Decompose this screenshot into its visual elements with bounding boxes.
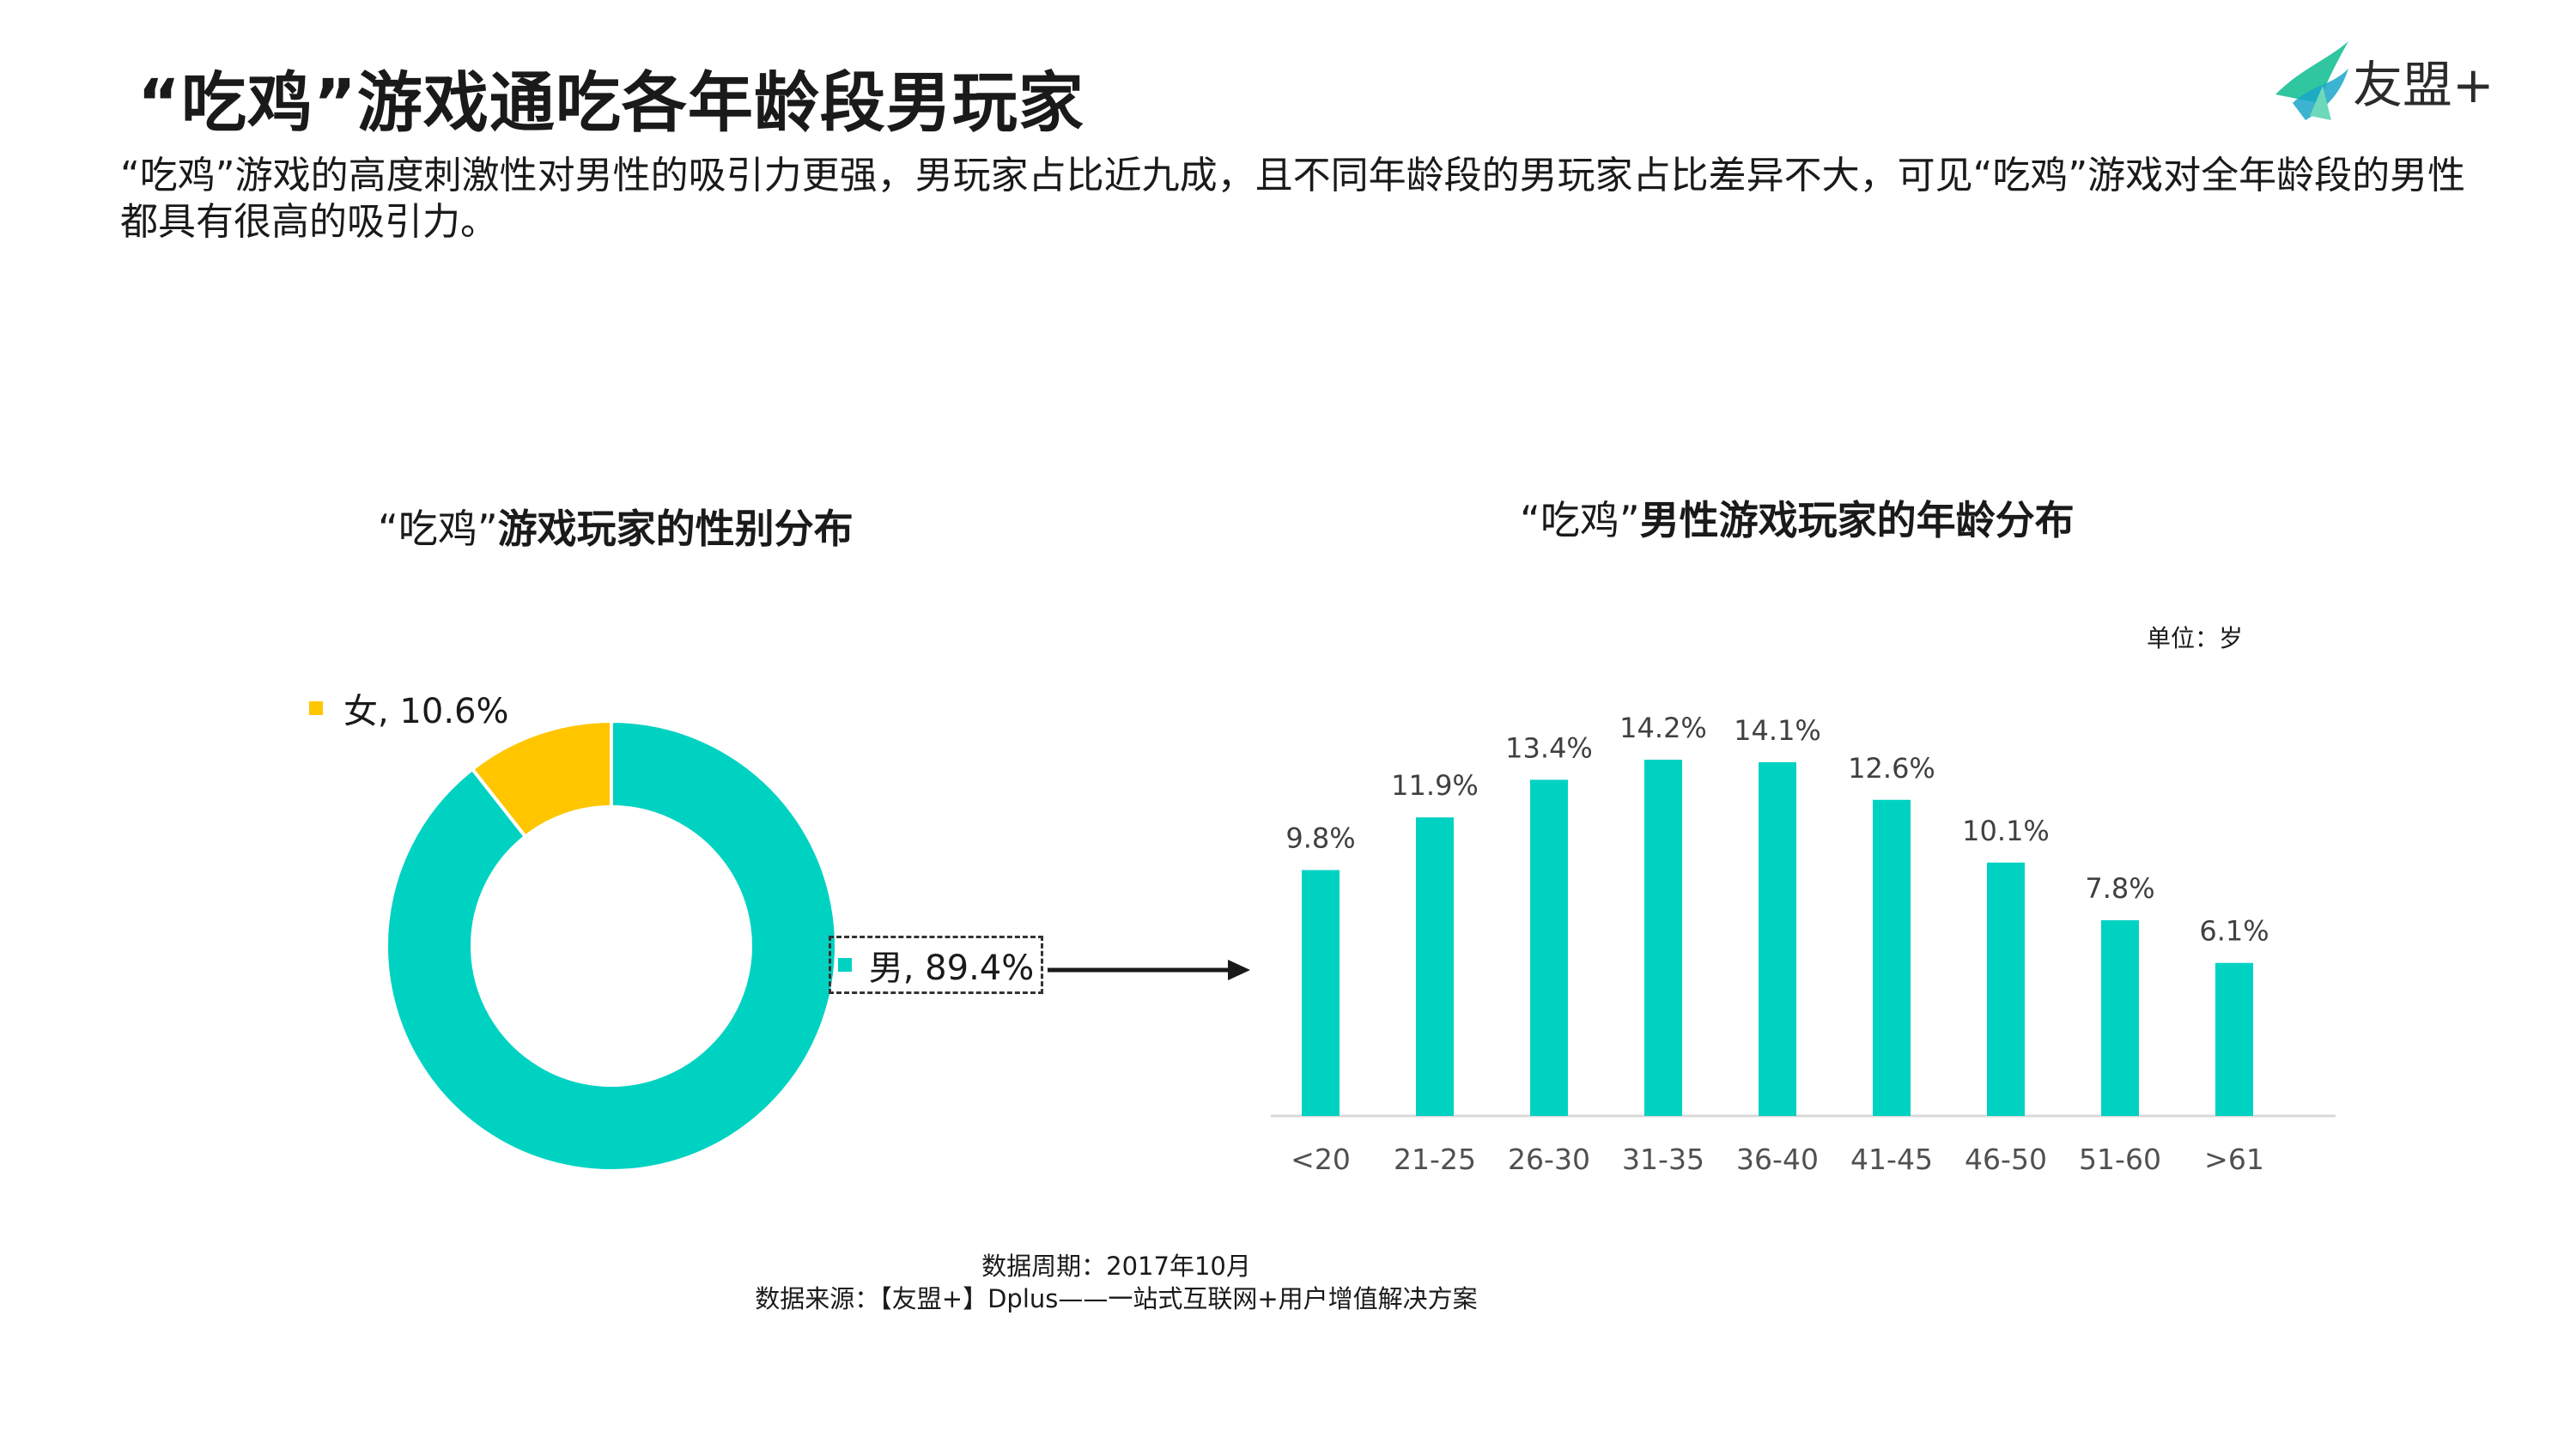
bar-31-35 <box>1644 760 1682 1116</box>
bar-chart-title: “吃鸡”男性游戏玩家的年龄分布 <box>1520 489 2075 546</box>
data-source: 数据来源：【友盟+】Dplus——一站式互联网+用户增值解决方案 <box>755 1284 1478 1313</box>
donut-title-main: 游戏玩家的性别分布 <box>497 506 854 552</box>
footer: 数据周期：2017年10月 数据来源：【友盟+】Dplus——一站式互联网+用户… <box>0 1250 2233 1315</box>
x-tick-label: <20 <box>1291 1143 1351 1176</box>
arrow-right-icon <box>1048 960 1250 980</box>
data-label: 11.9% <box>1391 769 1479 802</box>
page-title: “吃鸡”游戏通吃各年龄段男玩家 <box>137 64 1084 141</box>
bar-title-prefix: “吃鸡” <box>1520 497 1640 543</box>
donut-chart-title: “吃鸡”游戏玩家的性别分布 <box>378 498 854 555</box>
bar-51-60 <box>2101 920 2139 1116</box>
donut-title-prefix: “吃鸡” <box>378 506 498 552</box>
data-label: 14.1% <box>1734 714 1821 747</box>
bar-<20 <box>1302 870 1340 1116</box>
umeng-logo-icon <box>2275 41 2348 120</box>
data-label: 7.8% <box>2085 872 2154 905</box>
donut-slice-male <box>385 718 838 1173</box>
bar->61 <box>2215 962 2253 1116</box>
x-tick-label: >61 <box>2204 1143 2264 1176</box>
bar-21-25 <box>1416 817 1454 1116</box>
x-tick-label: 46-50 <box>1965 1143 2047 1176</box>
x-tick-label: 41-45 <box>1850 1143 1933 1176</box>
x-tick-label: 31-35 <box>1622 1143 1704 1176</box>
bar-26-30 <box>1530 779 1568 1116</box>
logo-text: 友盟+ <box>2353 56 2494 114</box>
x-tick-label: 36-40 <box>1736 1143 1819 1176</box>
bar-chart: 9.8% <20 11.9% 21-25 13.4% 26-30 14.2% 31-35 14.… <box>1271 712 2336 1176</box>
data-label: 13.4% <box>1505 731 1593 764</box>
bar-title-main: 男性游戏玩家的年龄分布 <box>1639 497 2075 543</box>
data-label: 12.6% <box>1848 752 1935 785</box>
donut-chart <box>385 718 838 1173</box>
female-legend-swatch <box>309 701 323 715</box>
bar-46-50 <box>1987 862 2025 1116</box>
data-label: 6.1% <box>2199 915 2269 948</box>
x-tick-label: 21-25 <box>1394 1143 1476 1176</box>
female-legend-label: 女, 10.6% <box>343 692 509 731</box>
data-label: 14.2% <box>1619 712 1707 744</box>
male-legend-label: 男, 89.4% <box>868 949 1035 988</box>
x-tick-label: 26-30 <box>1508 1143 1590 1176</box>
male-legend-swatch <box>837 958 852 972</box>
bar-36-40 <box>1759 761 1796 1116</box>
bar-41-45 <box>1873 799 1911 1116</box>
x-tick-label: 51-60 <box>2079 1143 2161 1176</box>
data-period: 数据周期：2017年10月 <box>981 1252 1251 1281</box>
male-legend: 男, 89.4% <box>829 936 1043 994</box>
donut-slice-female <box>470 718 613 840</box>
female-legend: 女, 10.6% <box>309 683 509 733</box>
data-label: 10.1% <box>1962 815 2050 847</box>
unit-label: 单位：岁 <box>2147 624 2244 652</box>
page-subtitle: “吃鸡”游戏的高度刺激性对男性的吸引力更强，男玩家占比近九成，且不同年龄段的男玩… <box>120 154 2466 244</box>
data-label: 9.8% <box>1285 822 1355 855</box>
